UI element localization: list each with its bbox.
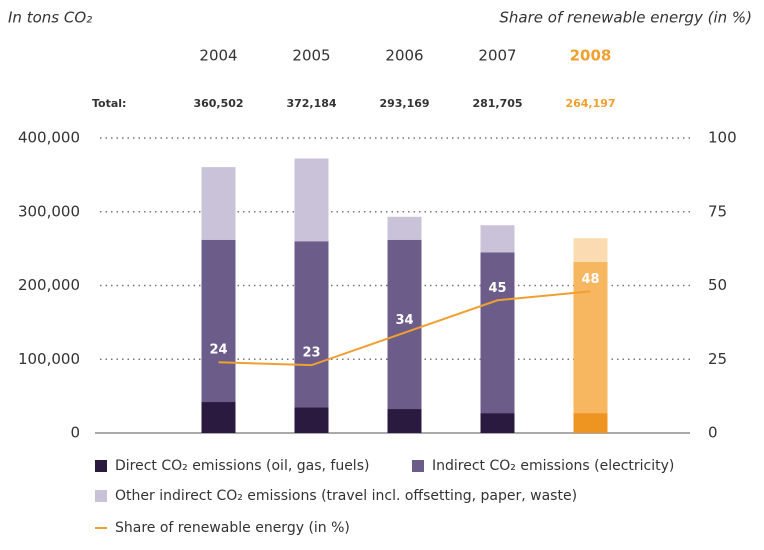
bar-segment [201,239,236,403]
bar-segment [387,216,422,240]
legend-label: Direct CO₂ emissions (oil, gas, fuels) [115,458,369,474]
total-value: 281,705 [472,97,522,110]
x-tick-label: 2005 [292,47,330,65]
y-tick-label: 0 [70,424,80,442]
y2-tick-label: 75 [708,202,727,220]
bar-segment [294,241,329,408]
bar-segment [573,413,608,433]
y-tick-label: 200,000 [18,276,80,294]
total-value: 372,184 [286,97,336,110]
data-label: 45 [488,281,506,296]
legend-label: Other indirect CO₂ emissions (travel inc… [115,488,577,504]
bar-segment [480,225,515,253]
legend-label: Indirect CO₂ emissions (electricity) [432,458,674,474]
x-tick-label: 2006 [385,47,423,65]
bar-segment [294,158,329,242]
y-tick-label: 100,000 [18,350,80,368]
total-label: Total: [92,97,126,110]
total-value: 293,169 [379,97,429,110]
y2-tick-label: 100 [708,129,737,147]
bar-segment [387,239,422,410]
legend-swatch [95,490,107,502]
total-value: 360,502 [193,97,243,110]
legend-label: Share of renewable energy (in %) [115,520,350,536]
data-label: 48 [581,272,599,287]
x-tick-label: 2004 [199,47,237,65]
y-tick-label: 400,000 [18,129,80,147]
x-tick-label: 2007 [478,47,516,65]
y-axis-label: In tons CO₂ [8,9,92,27]
bar-segment [573,238,608,262]
y2-axis-label: Share of renewable energy (in %) [499,9,752,27]
y2-tick-label: 25 [708,350,727,368]
line [218,290,591,367]
y2-tick-label: 50 [708,276,727,294]
data-label: 34 [395,313,413,328]
bar-segment [294,407,329,433]
legend-swatch [412,460,424,472]
bar-segment [201,402,236,433]
data-label: 24 [209,343,227,358]
data-label: 23 [302,346,320,361]
y-tick-label: 300,000 [18,202,80,220]
bar-segment [387,409,422,433]
legend-swatch [95,460,107,472]
bar-segment [573,261,608,414]
bar-segment [480,252,515,414]
y2-tick-label: 0 [708,424,718,442]
bar-segment [480,413,515,433]
bar-segment [201,167,236,240]
total-value: 264,197 [565,97,615,110]
x-tick-label: 2008 [570,47,612,65]
